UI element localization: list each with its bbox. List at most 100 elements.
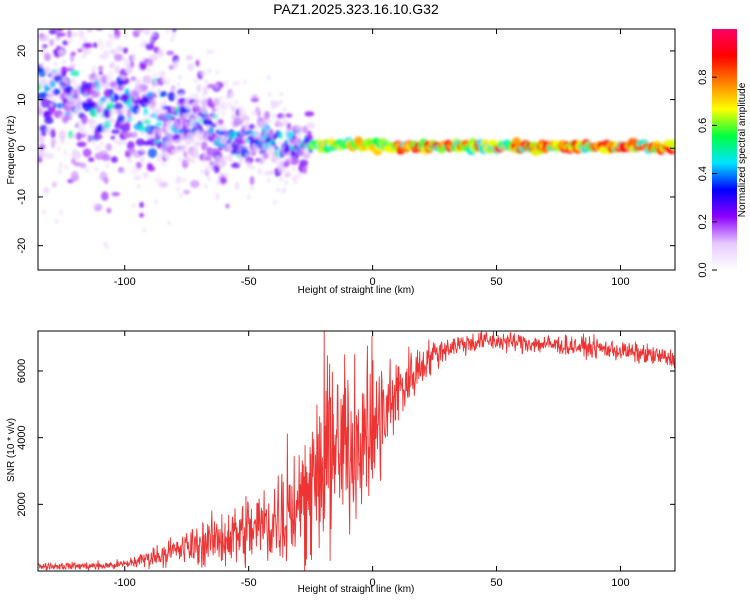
spectrogram-blob	[215, 69, 220, 75]
spectrogram-blob	[158, 181, 169, 188]
spectrogram-blob	[137, 87, 142, 93]
spectrogram-blob	[140, 157, 145, 163]
spectrogram-blob	[196, 84, 202, 93]
spectrogram-blob	[297, 172, 303, 180]
spectrogram-blob	[254, 134, 259, 140]
spectrogram-blob	[295, 132, 302, 138]
spectrogram-blob	[76, 131, 82, 141]
spectrogram-blob	[205, 124, 210, 129]
spectrogram-blob	[70, 51, 77, 57]
spectrogram-blob	[50, 81, 56, 88]
x-tick-label: 50	[490, 577, 502, 589]
y-tick-label: 20	[16, 45, 28, 57]
spectrogram-blob	[82, 148, 92, 158]
spectrogram-blob	[147, 67, 151, 73]
snr-ylabel: SNR (10 * v/v)	[6, 418, 17, 482]
spectrogram-blob	[114, 53, 123, 62]
spectrogram-blob	[251, 110, 256, 116]
spectrogram-blob	[174, 93, 179, 99]
spectrogram-blob	[265, 128, 270, 134]
spectrogram-blob	[70, 70, 80, 77]
spectrogram-blob	[169, 5, 177, 11]
spectrogram-blob	[158, 130, 163, 136]
spectrogram-blob	[114, 94, 120, 101]
x-tick-label: 50	[490, 276, 502, 288]
spectrogram-blob	[98, 70, 103, 76]
spectrogram-blob	[250, 185, 255, 191]
spectrogram-blob	[121, 107, 126, 113]
spectrogram-blob	[85, 167, 90, 173]
spectrogram-blob	[139, 201, 145, 208]
spectrogram-blob	[113, 109, 118, 115]
spectrogram-blob	[264, 111, 270, 120]
spectrogram-blob	[291, 175, 296, 181]
spectrogram-blob	[201, 98, 207, 108]
spectrogram-blob	[56, 32, 66, 37]
spectrogram-blob	[223, 80, 228, 86]
y-tick-label: -20	[16, 238, 28, 254]
spectrogram-blob	[93, 133, 103, 140]
spectrogram-blob	[61, 77, 66, 83]
spectrogram-blob	[91, 75, 102, 82]
spectrogram-blob	[56, 67, 61, 73]
spectrogram-blob	[92, 70, 97, 76]
spectrogram-blob	[117, 141, 122, 147]
x-tick-label: 100	[611, 577, 629, 589]
spectrogram-blob	[83, 91, 88, 97]
spectrogram-frame	[37, 28, 676, 271]
spectrogram-blob	[51, 97, 56, 103]
spectrogram-blob	[152, 0, 157, 7]
spectrogram-blob	[136, 108, 141, 114]
spectrogram-blob	[261, 124, 266, 130]
spectrogram-blob	[88, 121, 93, 127]
spectrogram-blob	[266, 178, 271, 184]
spectrogram-blob	[110, 135, 116, 140]
spectrogram-blob	[210, 103, 215, 109]
spectrogram-blob	[136, 183, 141, 189]
spectrogram-blob	[275, 148, 280, 154]
spectrogram-blob	[87, 49, 92, 55]
spectrogram-blob	[196, 98, 201, 103]
spectrogram-blob	[39, 63, 44, 69]
spectrogram-blob	[38, 101, 42, 107]
colorbar-tick-label: 0.4	[697, 166, 709, 181]
spectrogram-blob	[170, 85, 176, 92]
spectrogram-blob	[206, 176, 211, 181]
spectrogram-blob	[183, 121, 188, 126]
spectrogram-blob	[275, 156, 280, 162]
spectrogram-blob	[174, 60, 180, 67]
spectrogram-blob	[48, 93, 53, 99]
spectrogram-blob	[143, 107, 149, 116]
spectrogram-blob	[250, 97, 260, 103]
spectrogram-blob	[131, 203, 136, 209]
spectrogram-blob	[90, 90, 101, 98]
spectrogram-blob	[44, 117, 54, 125]
spectrogram-blob	[164, 138, 174, 146]
spectrogram-blob	[43, 78, 48, 84]
spectrogram-blob	[251, 165, 256, 171]
spectrogram-blob	[41, 209, 46, 215]
spectrogram-blob	[39, 125, 48, 134]
spectrogram-blob	[126, 8, 136, 16]
spectrogram-blob	[109, 36, 114, 42]
spectrogram-blob	[220, 109, 227, 118]
spectrogram-blob	[218, 96, 223, 102]
spectrogram-blob	[51, 11, 60, 16]
spectrogram-blob	[233, 117, 244, 126]
y-tick-label: 0	[16, 145, 28, 151]
spectrogram-blob	[272, 200, 277, 205]
y-tick-label: 2000	[16, 492, 28, 516]
spectrogram-blob	[83, 37, 88, 43]
spectrogram-blob	[114, 65, 121, 73]
spectrogram-blob	[306, 122, 315, 129]
spectrogram-blob	[244, 152, 249, 158]
spectrogram-blob	[167, 91, 176, 102]
spectrogram-blob	[53, 61, 58, 67]
spectrogram-blob	[206, 49, 211, 55]
spectrogram-blob	[79, 162, 87, 169]
spectrogram-blob	[125, 120, 131, 129]
spectrogram-blob	[147, 138, 158, 147]
spectrogram-blob	[238, 107, 247, 118]
spectrogram-blob	[83, 129, 88, 135]
